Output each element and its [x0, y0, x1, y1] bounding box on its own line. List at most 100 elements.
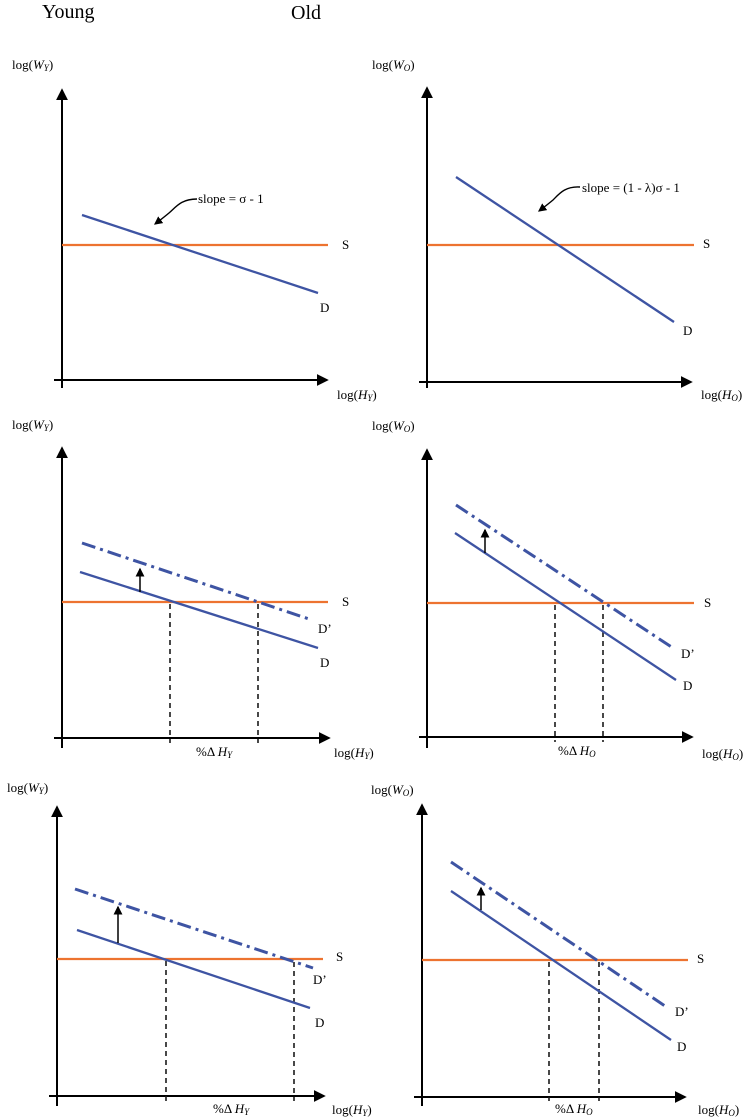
- demand-label: D: [683, 323, 693, 338]
- label-text: log(: [698, 1102, 719, 1117]
- label-text: log(: [7, 780, 28, 795]
- label-var: H: [718, 1102, 729, 1117]
- x-axis-label: log(HO): [698, 1102, 740, 1118]
- label-sub: O: [728, 1108, 735, 1118]
- demand-shifted-line: [74, 887, 314, 970]
- supply-label: S: [336, 949, 344, 964]
- label-text: ): [48, 57, 54, 72]
- label-var: H: [357, 387, 368, 402]
- label-sub: O: [586, 1107, 593, 1117]
- label-var: W: [32, 417, 44, 432]
- label-sub: Y: [43, 423, 49, 433]
- y-axis-label: log(WY): [12, 417, 54, 434]
- label-text: ): [372, 387, 377, 402]
- label-text: ): [410, 57, 415, 72]
- label-text: ): [367, 1102, 372, 1117]
- label-sub: O: [731, 393, 738, 403]
- label-sub: Y: [38, 786, 44, 796]
- demand-shifted-line: [81, 541, 313, 622]
- demand-shifted-label: D’: [681, 646, 695, 661]
- panel-young-shift: [54, 446, 331, 748]
- label-var: H: [722, 746, 733, 761]
- panel-old-baseline: [419, 86, 694, 388]
- label-text: %Δ: [196, 744, 218, 759]
- label-text: ): [369, 745, 374, 760]
- label-text: log(: [371, 782, 392, 797]
- label-sub: O: [403, 424, 411, 434]
- label-text: log(: [372, 57, 393, 72]
- x-axis-label: log(HO): [701, 387, 743, 404]
- label-text: ): [48, 417, 54, 432]
- supply-label: S: [342, 594, 350, 609]
- label-text: ): [734, 1102, 740, 1117]
- demand-shifted-line: [450, 860, 669, 1010]
- demand-label: D: [683, 678, 693, 693]
- demand-line: [450, 890, 672, 1041]
- label-var: H: [579, 743, 590, 758]
- label-var: W: [27, 780, 39, 795]
- demand-line: [79, 570, 319, 650]
- annotation-arrow: [537, 186, 581, 212]
- slope-annotation: slope = (1 - λ)σ - 1: [582, 180, 680, 195]
- y-axis-label: log(WO): [372, 57, 415, 74]
- label-var: W: [32, 57, 44, 72]
- slope-annotation: slope = σ - 1: [198, 191, 264, 206]
- label-sub: Y: [244, 1107, 250, 1117]
- panel-young-shift-large: [49, 805, 326, 1106]
- label-sub: Y: [364, 751, 370, 761]
- label-var: H: [354, 745, 365, 760]
- y-axis-label: log(WO): [372, 418, 415, 435]
- x-axis-label: log(HO): [702, 746, 744, 763]
- label-text: log(: [702, 746, 723, 761]
- column-header-young: Young: [42, 1, 95, 23]
- label-sub: Y: [227, 750, 233, 760]
- x-axis-label: log(HY): [337, 387, 377, 404]
- demand-shifted-line: [455, 503, 674, 650]
- label-text: log(: [12, 417, 33, 432]
- label-var: W: [391, 782, 403, 797]
- demand-line: [81, 213, 319, 295]
- label-sub: O: [402, 788, 410, 798]
- label-text: ): [738, 746, 744, 761]
- label-sub: O: [403, 63, 411, 73]
- label-text: ): [410, 418, 415, 433]
- label-var: H: [576, 1101, 587, 1116]
- panel-old-shift: [419, 448, 694, 748]
- x-axis-label: log(HY): [332, 1102, 372, 1118]
- supply-label: S: [697, 951, 705, 966]
- label-var: H: [721, 387, 732, 402]
- pct-change-label: %Δ HY: [213, 1101, 250, 1118]
- label-text: %Δ: [213, 1101, 235, 1116]
- label-sub: Y: [362, 1108, 368, 1118]
- label-var: H: [217, 744, 228, 759]
- label-text: log(: [337, 387, 358, 402]
- label-text: ): [737, 387, 743, 402]
- y-axis-label: log(WY): [12, 57, 54, 74]
- demand-shifted-label: D’: [675, 1004, 689, 1019]
- supply-label: S: [703, 236, 711, 251]
- x-axis-label: log(HY): [334, 745, 374, 762]
- pct-change-label: %Δ HO: [555, 1101, 593, 1118]
- label-sub: O: [732, 752, 739, 762]
- demand-shifted-label: D’: [313, 972, 327, 987]
- label-sub: Y: [367, 393, 373, 403]
- annotation-arrow: [153, 198, 198, 225]
- supply-label: S: [704, 595, 712, 610]
- label-text: %Δ: [555, 1101, 577, 1116]
- supply-label: S: [342, 237, 350, 252]
- label-text: log(: [12, 57, 33, 72]
- label-text: log(: [372, 418, 393, 433]
- label-var: W: [392, 418, 404, 433]
- label-text: log(: [334, 745, 355, 760]
- label-var: H: [234, 1101, 245, 1116]
- demand-line: [76, 928, 311, 1010]
- label-text: log(: [332, 1102, 353, 1117]
- demand-label: D: [677, 1039, 687, 1054]
- y-axis-label: log(WY): [7, 780, 48, 797]
- label-var: W: [392, 57, 404, 72]
- label-text: ): [409, 782, 414, 797]
- y-axis-label: log(WO): [371, 782, 414, 799]
- demand-line: [455, 176, 675, 323]
